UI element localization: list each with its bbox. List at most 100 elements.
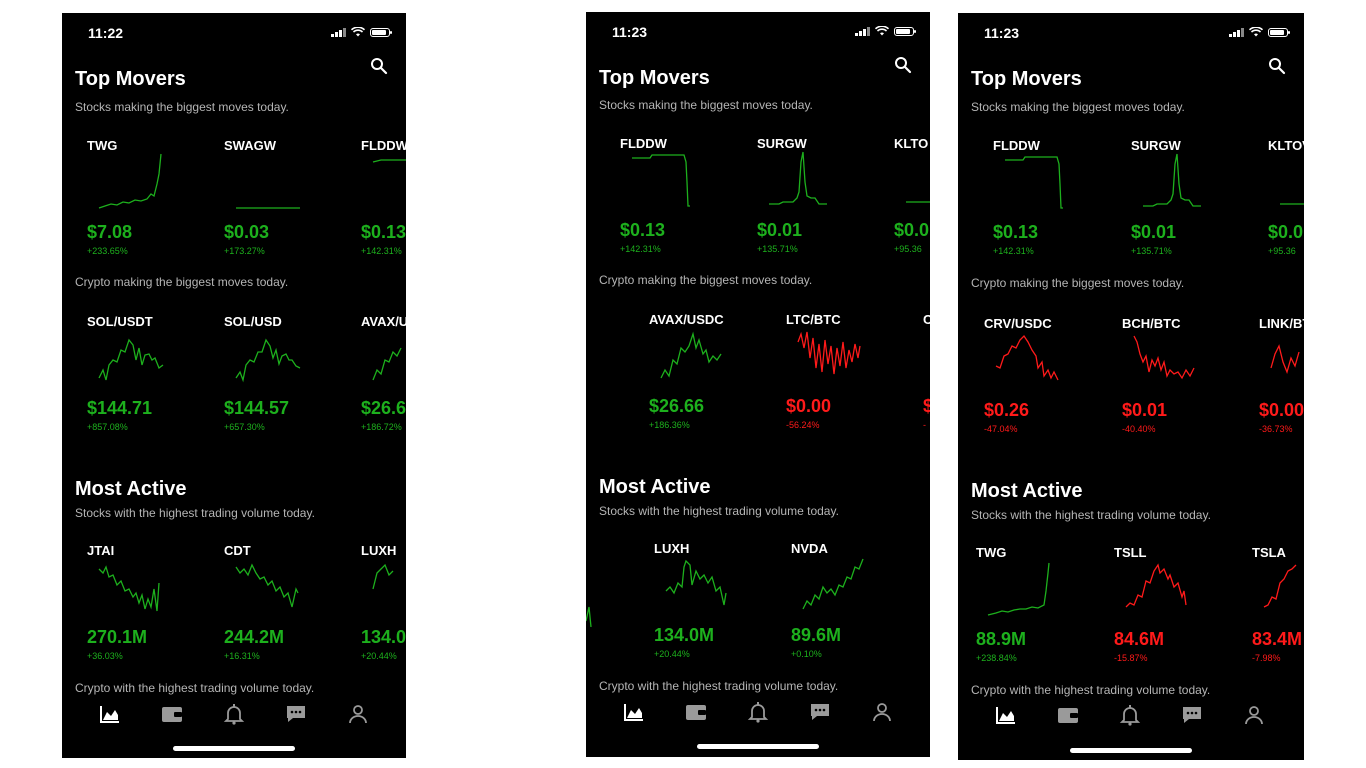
card-price: 89.6M [791, 625, 842, 645]
card-symbol: KLTOV [1268, 138, 1304, 153]
card-change: +135.71% [757, 244, 798, 254]
chart-icon[interactable] [994, 703, 1018, 727]
mover-card[interactable]: TWG $7.08 +233.65% [87, 126, 207, 266]
card-symbol: AVAX/USDC [649, 312, 724, 327]
card-change: +657.30% [224, 422, 265, 432]
active-card[interactable]: LUXH 134.0M +20.44% [654, 529, 774, 669]
profile-icon[interactable] [870, 700, 894, 724]
sparkline [802, 558, 864, 610]
card-price: $0.03 [224, 222, 270, 242]
home-indicator[interactable] [697, 744, 819, 749]
wallet-icon[interactable] [1056, 703, 1080, 727]
home-indicator[interactable] [1070, 748, 1192, 753]
status-icons [331, 27, 392, 37]
bell-icon[interactable] [222, 702, 246, 726]
chat-icon[interactable] [1180, 703, 1204, 727]
active-row: LUXH 134.0M +20.44% NVDA 89.6M +0.10% [586, 529, 930, 669]
most-active-title: Most Active [599, 476, 711, 498]
card-price: 83.4M [1252, 629, 1303, 649]
card-change: +142.31% [361, 246, 402, 256]
card-change: +142.31% [993, 246, 1034, 256]
status-time: 11:23 [984, 25, 1020, 41]
bell-icon[interactable] [1118, 703, 1142, 727]
sparkline [98, 338, 164, 381]
active-card[interactable]: CDT 244.2M +16.31% [224, 531, 344, 671]
signal-icon [331, 27, 346, 37]
mover-card[interactable]: KLTO $0.0 +95.36 [894, 124, 930, 264]
card-change: +95.36 [1268, 246, 1296, 256]
signal-icon [1229, 27, 1244, 37]
top-movers-title: Top Movers [75, 68, 186, 90]
active-card[interactable]: TSLA 83.4M -7.98% [1252, 533, 1304, 673]
wifi-icon [875, 26, 889, 36]
bell-icon[interactable] [746, 700, 770, 724]
sparkline [660, 331, 722, 379]
active-card[interactable]: TSLL 84.6M -15.87% [1114, 533, 1234, 673]
chat-icon[interactable] [284, 702, 308, 726]
mover-card[interactable]: SURGW $0.01 +135.71% [1131, 126, 1251, 266]
status-icons [1229, 27, 1290, 37]
mover-card[interactable]: FLDDW $0.13 +142.31% [993, 126, 1113, 266]
active-card[interactable]: NVDA 89.6M +0.10% [791, 529, 911, 669]
chat-icon[interactable] [808, 700, 832, 724]
card-price: 270.1M [87, 627, 148, 647]
mover-card[interactable]: SOL/USDT $144.71 +857.08% [87, 302, 207, 442]
profile-icon[interactable] [346, 702, 370, 726]
mover-card[interactable]: LINK/BT $0.00 -36.73% [1259, 304, 1304, 444]
card-price: 134.0 [361, 627, 406, 647]
active-card[interactable]: LUXH 134.0 +20.44% [361, 531, 406, 671]
chart-icon[interactable] [98, 702, 122, 726]
crypto-subtitle: Crypto making the biggest moves today. [971, 276, 1185, 290]
card-symbol: SWAGW [224, 138, 276, 153]
card-symbol: TSLL [1114, 545, 1147, 560]
card-change: +0.10% [791, 649, 822, 659]
card-symbol: NVDA [791, 541, 828, 556]
search-icon[interactable] [1268, 57, 1286, 75]
tab-bar [62, 702, 406, 726]
mover-card[interactable]: SURGW $0.01 +135.71% [757, 124, 877, 264]
profile-icon[interactable] [1242, 703, 1266, 727]
mover-card[interactable]: KLTOV $0.0 +95.36 [1268, 126, 1304, 266]
mover-card[interactable]: CRV/USDC $0.26 -47.04% [984, 304, 1104, 444]
sparkline [235, 563, 299, 608]
mover-card[interactable]: SWAGW $0.03 +173.27% [224, 126, 344, 266]
card-symbol: LTC/BTC [786, 312, 841, 327]
active-card[interactable]: TWG 88.9M +238.84% [976, 533, 1096, 673]
home-indicator[interactable] [173, 746, 295, 751]
most-active-subtitle: Stocks with the highest trading volume t… [75, 506, 315, 520]
sparkline [906, 201, 930, 203]
crypto-row: SOL/USDT $144.71 +857.08% SOL/USD $144.5… [62, 302, 406, 442]
sparkline [236, 207, 300, 209]
mover-card[interactable]: SOL/USD $144.57 +657.30% [224, 302, 344, 442]
mover-card[interactable]: FLDDW $0.13 +142.31% [620, 124, 740, 264]
mover-card[interactable]: LTC/BTC $0.00 -56.24% [786, 300, 906, 440]
card-price: $26.66 [649, 396, 705, 416]
battery-icon [370, 27, 392, 37]
sparkline-partial [586, 606, 592, 627]
card-symbol: LUXH [361, 543, 397, 558]
mover-card[interactable]: FLDDW $0.13 +142.31% [361, 126, 406, 266]
search-icon[interactable] [894, 56, 912, 74]
mover-card[interactable]: C $ - [923, 300, 930, 440]
battery-icon [894, 26, 916, 36]
card-price: $144.57 [224, 398, 290, 418]
card-change: +20.44% [654, 649, 690, 659]
wallet-icon[interactable] [160, 702, 184, 726]
chart-icon[interactable] [622, 700, 646, 724]
tab-bar [958, 703, 1304, 727]
most-active-subtitle: Stocks with the highest trading volume t… [599, 504, 839, 518]
card-change: +135.71% [1131, 246, 1172, 256]
mover-card[interactable]: AVAX/USDC $26.66 +186.36% [649, 300, 769, 440]
wallet-icon[interactable] [684, 700, 708, 724]
mover-card[interactable]: AVAX/U $26.6 +186.72% [361, 302, 406, 442]
sparkline [98, 153, 162, 209]
card-change: -47.04% [984, 424, 1018, 434]
search-icon[interactable] [370, 57, 388, 75]
card-price: 134.0M [654, 625, 715, 645]
mover-card[interactable]: BCH/BTC $0.01 -40.40% [1122, 304, 1242, 444]
tab-bar [586, 700, 930, 724]
active-card[interactable]: JTAI 270.1M +36.03% [87, 531, 207, 671]
stocks-row: FLDDW $0.13 +142.31% SURGW $0.01 +135.71… [958, 126, 1304, 266]
status-icons [855, 26, 916, 36]
card-price: $0.01 [1131, 222, 1177, 242]
